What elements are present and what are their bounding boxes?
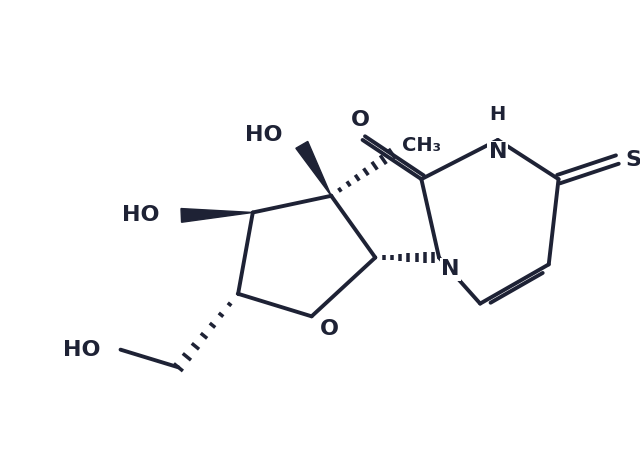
Polygon shape — [296, 141, 332, 196]
Text: CH₃: CH₃ — [402, 136, 441, 155]
Polygon shape — [181, 209, 253, 222]
Text: N: N — [488, 142, 507, 162]
Text: S: S — [625, 149, 640, 170]
Text: H: H — [490, 105, 506, 124]
Text: O: O — [351, 110, 370, 130]
Text: HO: HO — [63, 340, 101, 360]
Text: N: N — [441, 259, 460, 280]
Text: HO: HO — [244, 125, 282, 145]
Text: O: O — [319, 319, 339, 339]
Text: HO: HO — [122, 205, 160, 226]
